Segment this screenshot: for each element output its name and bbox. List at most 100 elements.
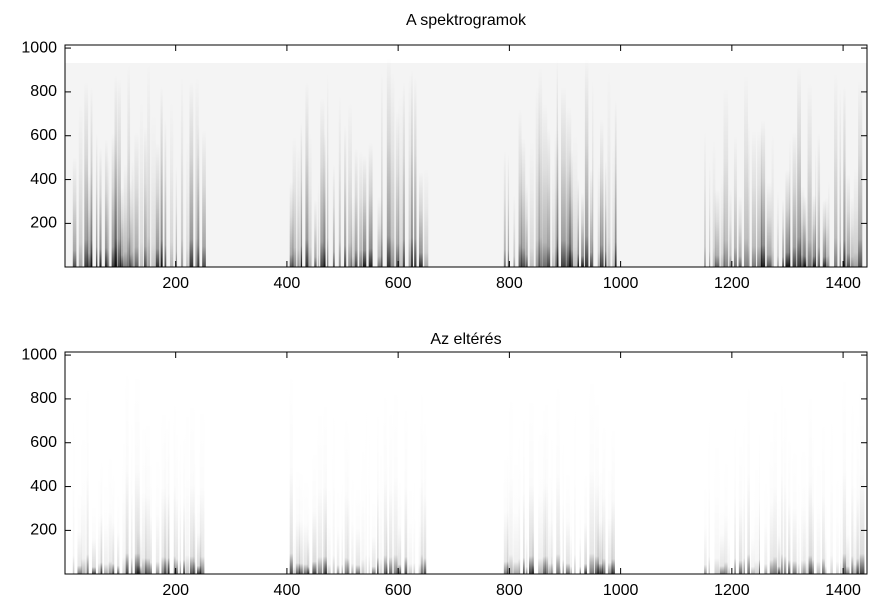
spectral-stripe [361, 425, 365, 574]
spectral-stripe [404, 401, 408, 574]
spectral-stripe [355, 483, 361, 574]
x-tick-label: 1200 [714, 275, 750, 292]
spectral-stripe [572, 133, 578, 267]
plot-area [65, 57, 867, 267]
spectral-stripe [602, 162, 605, 267]
spectral-stripe [828, 180, 830, 267]
spectral-stripe [317, 181, 320, 267]
spectral-stripe [856, 418, 859, 574]
spectral-stripe [386, 57, 391, 267]
spectral-stripe [733, 135, 737, 267]
spectral-stripe [538, 66, 543, 267]
spectral-stripe [560, 86, 566, 267]
spectral-stripe [764, 472, 768, 574]
spectral-stripe [395, 110, 400, 267]
spectral-stripe [341, 475, 343, 574]
spectral-stripe [812, 428, 814, 574]
spectral-stripe [125, 364, 129, 574]
y-tick-label: 1000 [21, 346, 57, 363]
spectral-stripe [344, 408, 348, 574]
spectral-stripe [95, 132, 98, 267]
spectral-stripe [729, 187, 732, 267]
spectral-stripe [853, 167, 859, 267]
spectral-stripe [295, 464, 300, 574]
chart-title: Az eltérés [430, 331, 501, 348]
spectral-stripe [176, 423, 179, 574]
spectral-stripe [129, 181, 132, 267]
spectral-stripe [551, 395, 553, 574]
spectral-stripe [836, 450, 839, 574]
spectral-stripe [824, 196, 829, 267]
spectral-stripe [559, 490, 561, 574]
spectral-stripe [792, 131, 797, 267]
spectral-stripe [776, 190, 780, 267]
spectral-stripe [525, 501, 528, 574]
spectral-stripe [812, 194, 816, 267]
spectral-stripe [747, 375, 750, 574]
spectral-stripe [839, 87, 841, 267]
axes-box [64, 44, 868, 268]
spectral-stripe [348, 101, 352, 267]
spectral-stripe [792, 443, 797, 574]
spectral-stripe [180, 76, 184, 267]
spectral-stripe [344, 124, 347, 267]
spectral-stripe [305, 81, 309, 267]
spectral-stripe [808, 388, 813, 574]
spectral-stripe [704, 480, 707, 574]
spectral-stripe [817, 132, 821, 267]
spectral-stripe [151, 112, 156, 267]
spectral-stripe [548, 466, 554, 574]
spectral-stripe [107, 154, 110, 267]
spectral-stripe [607, 460, 613, 574]
x-tick-label: 200 [162, 582, 189, 599]
spectral-stripe [122, 404, 126, 574]
spectral-stripe [323, 397, 328, 574]
activity-region [704, 66, 863, 267]
spectral-stripe [712, 138, 716, 267]
spectral-stripe [743, 414, 745, 574]
spectral-stripe [199, 400, 205, 574]
spectral-stripe [371, 498, 376, 574]
spectral-stripe [395, 489, 399, 574]
spectral-stripe [595, 394, 600, 574]
spectral-stripe [300, 122, 303, 267]
spectral-stripe [164, 118, 167, 267]
spectral-stripe [104, 138, 108, 267]
spectral-stripe [734, 416, 736, 574]
spectral-stripe [766, 182, 772, 267]
spectral-stripe [547, 127, 551, 267]
spectral-stripe [402, 81, 405, 267]
spectral-stripe [597, 162, 602, 267]
spectral-stripe [381, 70, 383, 267]
spectral-stripe [853, 475, 857, 574]
spectral-stripe [91, 504, 96, 574]
spectral-stripe [117, 490, 120, 574]
spectral-stripe [189, 81, 194, 267]
spectral-stripe [720, 173, 725, 267]
spectral-stripe [359, 150, 363, 267]
spectral-stripe [134, 131, 139, 267]
spectral-stripe [111, 132, 117, 267]
spectral-stripe [289, 181, 294, 267]
spectral-stripe [307, 503, 310, 574]
spectral-stripe [408, 72, 412, 267]
spectral-stripe [99, 147, 102, 267]
spectral-stripe [544, 391, 549, 574]
spectral-stripe [308, 131, 312, 267]
spectral-stripe [350, 195, 355, 267]
spectral-stripe [338, 94, 341, 267]
spectral-stripe [77, 488, 82, 574]
spectral-stripe [834, 72, 838, 267]
spectral-stripe [423, 415, 427, 574]
spectral-stripe [413, 463, 416, 574]
x-tick-label: 400 [274, 275, 301, 292]
spectral-stripe [347, 422, 350, 574]
plot-area [72, 364, 865, 574]
spectral-stripe [788, 138, 791, 267]
spectral-stripe [332, 385, 335, 574]
spectral-stripe [797, 66, 801, 267]
spectral-stripe [825, 494, 827, 574]
spectral-stripe [816, 447, 821, 574]
spectral-stripe [509, 377, 513, 574]
